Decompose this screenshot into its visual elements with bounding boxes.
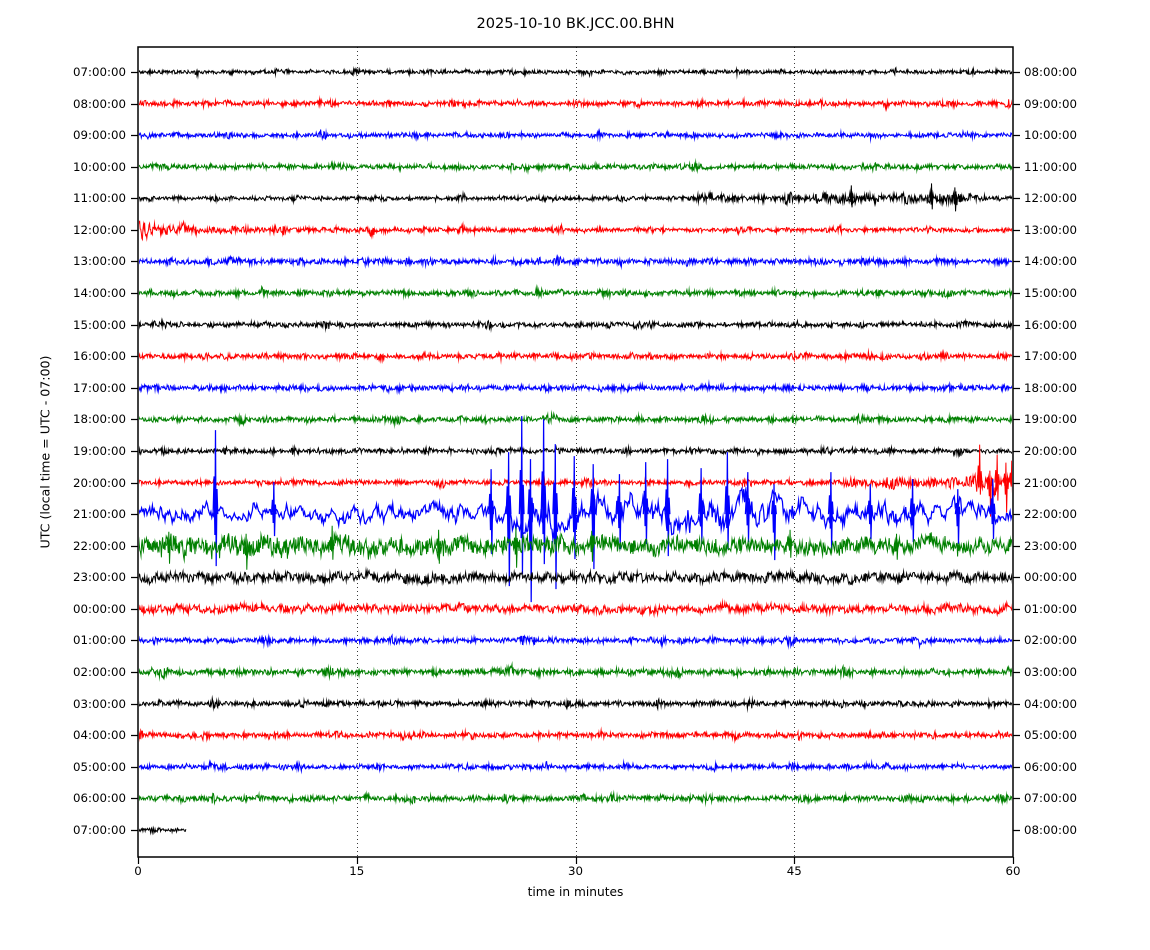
end-time-label: 18:00:00 — [1024, 380, 1077, 395]
end-time-label: 05:00:00 — [1024, 728, 1077, 743]
x-tick-label: 30 — [567, 864, 583, 878]
utc-time-label: 17:00:00 — [73, 380, 126, 395]
utc-time-label: 09:00:00 — [73, 128, 126, 143]
end-time-label: 15:00:00 — [1024, 286, 1077, 301]
end-time-label: 20:00:00 — [1024, 443, 1077, 458]
utc-time-label: 10:00:00 — [73, 159, 126, 174]
utc-time-label: 16:00:00 — [73, 349, 126, 364]
utc-time-label: 19:00:00 — [73, 443, 126, 458]
utc-time-label: 14:00:00 — [73, 286, 126, 301]
utc-time-label: 08:00:00 — [73, 96, 126, 111]
utc-time-label: 06:00:00 — [73, 791, 126, 806]
x-tick-label: 45 — [786, 864, 802, 878]
end-time-label: 21:00:00 — [1024, 475, 1077, 490]
end-time-label: 13:00:00 — [1024, 222, 1077, 237]
utc-time-label: 23:00:00 — [73, 570, 126, 585]
end-time-label: 08:00:00 — [1024, 65, 1077, 79]
end-time-label: 22:00:00 — [1024, 507, 1077, 522]
utc-time-label: 22:00:00 — [73, 538, 126, 553]
end-time-label: 02:00:00 — [1024, 633, 1077, 648]
utc-time-label: 00:00:00 — [73, 601, 126, 616]
end-time-label: 16:00:00 — [1024, 317, 1077, 332]
x-axis-label: time in minutes — [527, 885, 624, 899]
utc-time-label: 03:00:00 — [73, 696, 126, 711]
end-time-label: 04:00:00 — [1024, 696, 1077, 711]
end-time-label: 07:00:00 — [1024, 791, 1077, 806]
end-time-label: 10:00:00 — [1024, 128, 1077, 143]
end-time-label: 23:00:00 — [1024, 538, 1077, 553]
end-time-label: 00:00:00 — [1024, 570, 1077, 585]
end-time-label: 03:00:00 — [1024, 665, 1077, 680]
utc-time-label: 13:00:00 — [73, 254, 126, 269]
utc-time-label: 15:00:00 — [73, 317, 126, 332]
utc-time-label: 12:00:00 — [73, 222, 126, 237]
end-time-label: 08:00:00 — [1024, 822, 1077, 837]
x-tick-label: 15 — [349, 864, 365, 878]
end-time-label: 17:00:00 — [1024, 349, 1077, 364]
x-tick-label: 0 — [134, 864, 142, 878]
end-time-label: 09:00:00 — [1024, 96, 1077, 111]
utc-time-label: 18:00:00 — [73, 412, 126, 427]
x-tick-label: 60 — [1005, 864, 1021, 878]
end-time-label: 14:00:00 — [1024, 254, 1077, 269]
utc-time-label: 05:00:00 — [73, 759, 126, 774]
utc-time-label: 04:00:00 — [73, 728, 126, 743]
utc-time-label: 07:00:00 — [73, 65, 126, 79]
utc-time-label: 01:00:00 — [73, 633, 126, 648]
end-time-label: 11:00:00 — [1024, 159, 1077, 174]
end-time-label: 19:00:00 — [1024, 412, 1077, 427]
utc-time-label: 20:00:00 — [73, 475, 126, 490]
utc-time-label: 02:00:00 — [73, 665, 126, 680]
end-time-label: 01:00:00 — [1024, 601, 1077, 616]
utc-time-label: 11:00:00 — [73, 191, 126, 206]
utc-time-label: 21:00:00 — [73, 507, 126, 522]
utc-time-label: 07:00:00 — [73, 822, 126, 837]
end-time-label: 06:00:00 — [1024, 759, 1077, 774]
end-time-label: 12:00:00 — [1024, 191, 1077, 206]
chart-title: 2025-10-10 BK.JCC.00.BHN — [476, 15, 675, 32]
